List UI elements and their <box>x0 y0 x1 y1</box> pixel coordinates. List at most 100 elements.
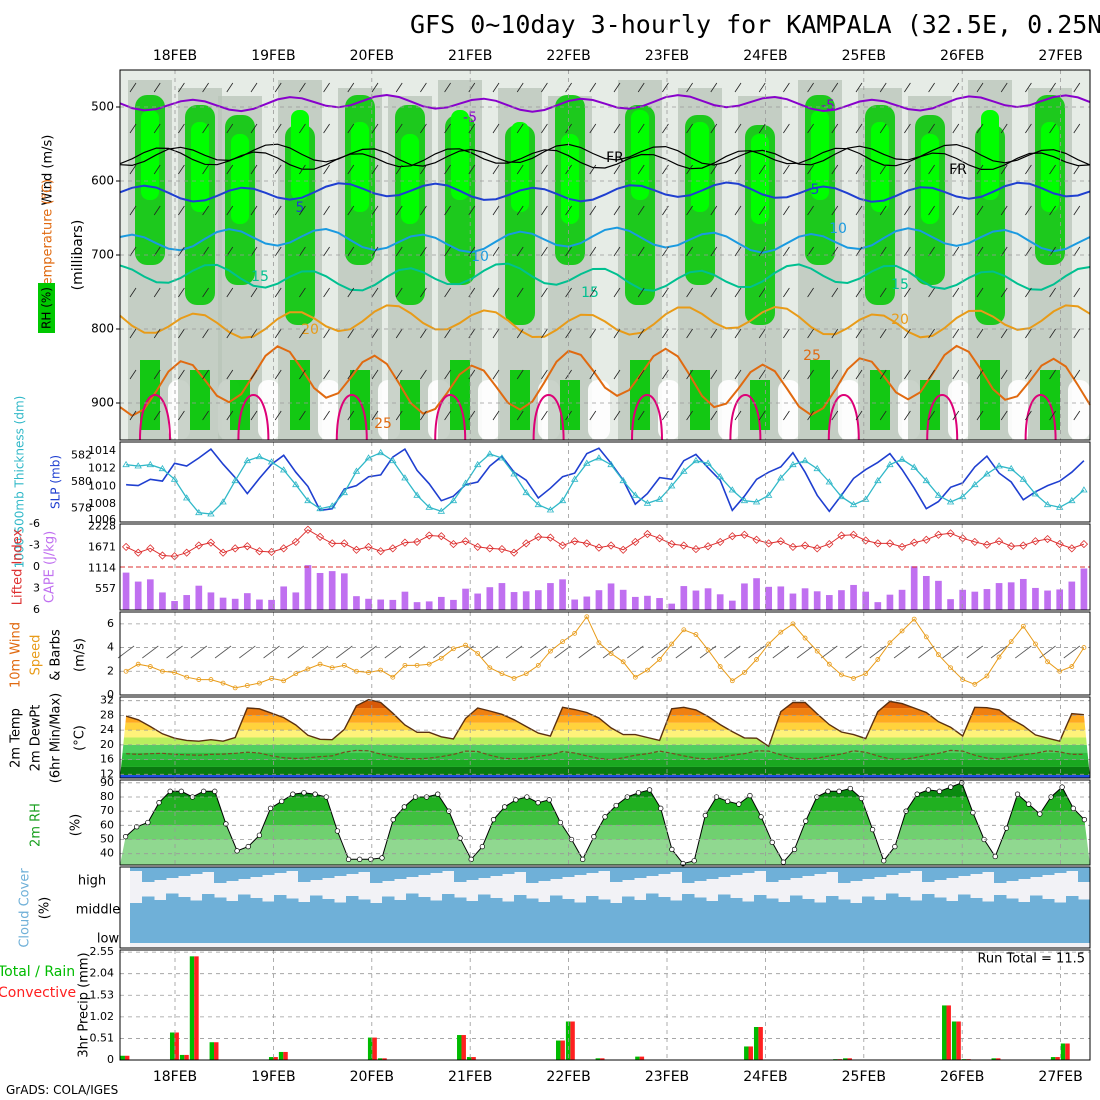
cloud-high-bar <box>274 867 287 873</box>
precip-tick-label: 0 <box>107 1053 114 1066</box>
li-marker <box>303 525 313 534</box>
rh-shade-dry <box>1068 380 1090 440</box>
wind-barb-10m <box>481 645 499 659</box>
wind-speed-marker <box>147 664 153 669</box>
temp-band-group <box>120 699 1090 778</box>
li-marker <box>558 541 567 550</box>
thickness-marker <box>680 467 688 474</box>
wind-barb-10m <box>893 645 911 659</box>
precip-convective-bar <box>956 1021 961 1060</box>
cape-bar <box>789 593 797 610</box>
cloud-low-bar <box>1054 919 1067 943</box>
thickness-marker <box>704 459 712 466</box>
thickness-marker <box>219 498 227 505</box>
cloud-high-bar <box>190 867 203 874</box>
wind-barb <box>589 123 597 134</box>
cape-bar <box>377 599 385 610</box>
temp-band <box>120 744 1090 753</box>
li-marker <box>182 548 191 557</box>
wind-barb <box>516 369 524 380</box>
rh-shade-bright-green <box>1041 122 1059 212</box>
cloud-high-bar <box>982 867 995 872</box>
li-marker <box>400 538 410 547</box>
li-marker <box>231 544 240 553</box>
wind-barb <box>686 369 693 380</box>
wind-barb <box>323 328 330 339</box>
cape-bar <box>389 599 397 610</box>
wind-barb <box>855 164 863 175</box>
cloud-low-bar <box>550 919 563 943</box>
li-marker <box>752 535 761 544</box>
rh-marker <box>613 802 619 809</box>
cloud-low-bar <box>490 919 503 943</box>
thickness-marker <box>510 470 518 477</box>
rh-marker <box>479 843 486 850</box>
precip-tick-label: 1.53 <box>90 988 115 1001</box>
wind-barb <box>250 205 258 216</box>
isotherm-label: 15 <box>251 269 269 285</box>
wind-barb <box>613 82 621 93</box>
wind-speed-marker <box>402 662 408 668</box>
wind-barb <box>516 287 524 298</box>
precip-convective-bar <box>600 1058 605 1060</box>
rh-shade-dry <box>478 380 500 440</box>
wind-barb <box>129 205 137 216</box>
isotherm-line <box>119 344 1091 417</box>
date-label-top: 25FEB <box>842 48 886 64</box>
wind-barb <box>710 410 718 421</box>
isotherm-label: 20 <box>891 312 909 328</box>
cape-bar <box>959 589 967 610</box>
wind-barb <box>855 246 863 257</box>
wind-barb <box>758 369 766 380</box>
cloud-high-bar <box>466 867 479 880</box>
pressure-level-label: 600 <box>91 174 114 188</box>
thickness-frame <box>119 441 1091 523</box>
isotherm-label: 5 <box>296 200 305 216</box>
wind-barb-10m <box>651 645 668 659</box>
slp-tick-label: 1006 <box>88 513 116 526</box>
wind-barb <box>637 123 645 134</box>
cloud-low-bar <box>634 919 647 943</box>
wind-barb <box>202 410 209 421</box>
date-label-bottom: 25FEB <box>842 1069 886 1085</box>
wind-barb <box>492 410 500 421</box>
li-marker <box>946 529 955 538</box>
rh-shade-bright-green <box>811 110 829 200</box>
cloud-low-bar <box>694 919 707 943</box>
thickness-marker <box>740 496 749 504</box>
rh-marker <box>947 784 954 790</box>
cape-bar <box>183 595 191 610</box>
wind-barb <box>226 246 234 257</box>
isotherm-label: 25 <box>374 416 392 432</box>
wind-barb <box>444 369 451 380</box>
cloud-high-bar <box>790 867 803 878</box>
date-label-bottom: 26FEB <box>940 1069 984 1085</box>
temp-tick-label: 28 <box>100 708 114 721</box>
upper-air-wind-label: Wind (m/s) <box>41 135 56 206</box>
cloud-middle-bar <box>742 901 755 925</box>
cloud-low-bar <box>1018 919 1031 943</box>
wind-speed-marker <box>475 651 481 656</box>
wind-barb <box>516 328 524 339</box>
freeze-base <box>120 775 1090 778</box>
wind-barb <box>299 369 306 380</box>
cape-bar <box>801 588 809 610</box>
rh-marker <box>1014 791 1021 797</box>
wind-barb <box>129 328 137 339</box>
cape-tick-label: 1671 <box>88 541 116 554</box>
li-marker <box>364 542 373 552</box>
wind-barb-10m <box>578 645 596 659</box>
isotherm-label: 15 <box>891 277 909 293</box>
wind-speed-marker <box>632 674 638 680</box>
wind-barb-10m <box>530 645 547 659</box>
rh-shade-low-green <box>510 370 530 430</box>
wind-speed-marker <box>1069 664 1075 669</box>
cape-bar <box>777 586 785 610</box>
wind-speed-marker <box>996 654 1002 660</box>
cloud-low-bar <box>562 919 575 943</box>
wind-barb <box>1000 287 1008 298</box>
cloud-low-bar <box>130 919 143 943</box>
upper-air-rh-label: RH (%) <box>40 287 54 329</box>
wind-speed-marker <box>438 655 444 661</box>
rh-marker <box>669 846 675 853</box>
